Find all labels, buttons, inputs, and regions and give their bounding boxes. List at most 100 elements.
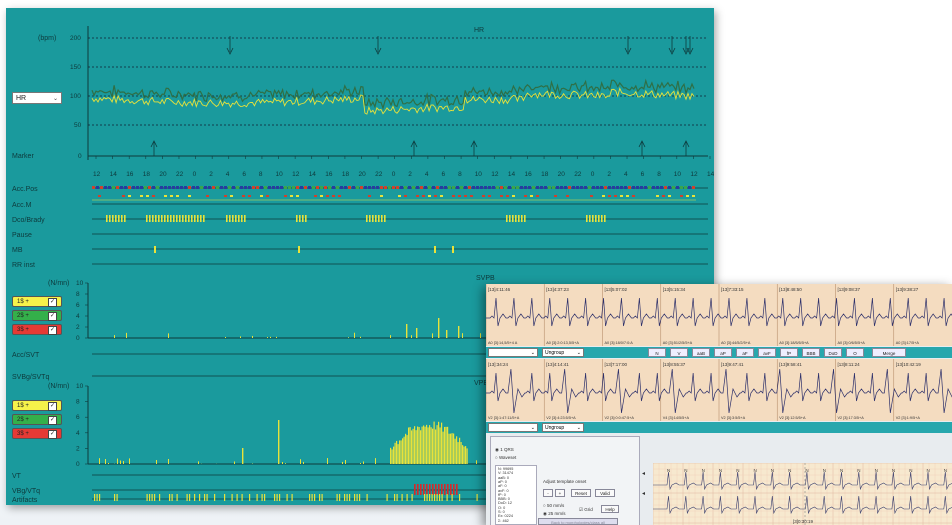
checkbox-checked-icon[interactable]: ✓ xyxy=(48,430,57,439)
vpb-bar xyxy=(403,436,405,464)
svpb-bar xyxy=(411,335,412,338)
strip-time-label: [13]8:48:50 xyxy=(779,287,802,292)
strip-lead-select[interactable]: ⌄ xyxy=(488,348,538,357)
svpb-toggle-2[interactable]: 2$ + ✓ xyxy=(12,310,62,321)
class-count-item: V: 31474 xyxy=(498,471,514,476)
vbg-vtq-mark xyxy=(423,484,425,495)
time-tick-label: 12 xyxy=(93,171,101,178)
artifact-mark xyxy=(189,494,191,501)
collapse-arrow-icon[interactable]: ◂ xyxy=(642,471,646,477)
acc-pos-segment xyxy=(552,186,555,189)
strip-beat-label: A0 [3]:18/5/5/5+A xyxy=(779,341,809,345)
acc-pos-segment xyxy=(230,195,233,197)
artifact-mark xyxy=(426,494,428,501)
speed-25-radio[interactable]: ◉ 25 mm/s xyxy=(543,511,566,516)
group-select-2[interactable]: Ungroup ⌄ xyxy=(542,423,584,432)
class-button-bbb[interactable]: BBB xyxy=(802,348,820,357)
acc-pos-segment xyxy=(320,186,323,189)
strip-beat-label: V2 [3]:17:3/5+A xyxy=(838,416,865,420)
ecg-grid-view[interactable]: N N N N N N N N N N N N N N N N N [3]0:30:19 xyxy=(653,463,952,525)
vpb-bar xyxy=(436,425,438,464)
reset-button[interactable]: Reset xyxy=(571,489,591,497)
acc-pos-segment xyxy=(620,186,623,189)
checkbox-checked-icon[interactable]: ✓ xyxy=(48,298,57,307)
grid-beat-label: N xyxy=(909,468,912,473)
class-button-v[interactable]: V xyxy=(670,348,688,357)
acc-pos-segment xyxy=(268,186,271,189)
artifact-mark xyxy=(319,494,321,501)
vpb-bar xyxy=(105,458,106,464)
svpb-toggle-1[interactable]: 1$ + ✓ xyxy=(12,296,62,307)
class-button-aab[interactable]: aaB xyxy=(692,348,710,357)
radio-waveset[interactable]: ○ Waveset xyxy=(495,455,517,460)
acc-pos-segment xyxy=(592,186,595,189)
mb-mark xyxy=(298,246,300,253)
acc-pos-segment xyxy=(676,186,679,189)
checkbox-checked-icon[interactable]: ✓ xyxy=(48,312,57,321)
marker-arrows[interactable] xyxy=(150,36,694,156)
trend-selector[interactable]: HR ⌄ xyxy=(12,92,62,104)
class-button-merge[interactable]: Merge xyxy=(872,348,906,357)
y-tick-label: 8 xyxy=(76,291,80,298)
class-button-n[interactable]: N xyxy=(648,348,666,357)
ecg-strip-vpb[interactable]: [13]:34:24 V2 [3]:1:47:11/5+A [13]4:14:41 V… xyxy=(486,359,952,421)
help-button[interactable]: Help xyxy=(601,505,619,513)
ecg-strip-vpb-canvas: [13]:34:24 V2 [3]:1:47:11/5+A [13]4:14:41 V… xyxy=(486,359,952,421)
vpb-toggle-3[interactable]: 3$ + ✓ xyxy=(12,428,62,439)
acc-pos-segment xyxy=(440,195,443,197)
marker-arrowhead-icon xyxy=(682,140,690,148)
plus-button[interactable]: + xyxy=(555,489,565,497)
vpb-toggle-2[interactable]: 2$ + ✓ xyxy=(12,414,62,425)
dco-brady-mark xyxy=(176,215,178,222)
ecg-strip-svpb[interactable]: [13]4:11:46 A0 [3]:14,5/5+4 A [13]4:37:23 A… xyxy=(486,284,952,346)
svpb-toggle-3[interactable]: 3$ + ✓ xyxy=(12,324,62,335)
strip-time-label: [13]9:08:37 xyxy=(838,287,861,292)
valid-button[interactable]: Valid xyxy=(595,489,615,497)
class-button-dod[interactable]: DoD xyxy=(824,348,842,357)
artifact-mark xyxy=(311,494,313,501)
mb-mark xyxy=(154,246,156,253)
class-button-fp[interactable]: fP xyxy=(780,348,798,357)
strip-lead-select-2[interactable]: ⌄ xyxy=(488,423,538,432)
back-to-morphologies-button[interactable]: Back to morphologies/class all xyxy=(538,518,618,525)
checkbox-checked-icon[interactable]: ✓ xyxy=(48,416,57,425)
trend-canvas: (bpm) HR 200 150 100 50 0 Marker 12 14 16 1… xyxy=(12,26,714,504)
acc-pos-segment xyxy=(660,186,663,189)
acc-pos-segment xyxy=(196,186,199,189)
y-tick-150: 150 xyxy=(70,64,81,71)
acc-pos-segment xyxy=(460,186,463,189)
acc-pos-segment xyxy=(680,195,683,197)
class-button-af[interactable]: aF xyxy=(736,348,754,357)
checkbox-checked-icon[interactable]: ✓ xyxy=(48,402,57,411)
speed-50-radio[interactable]: ○ 50 mm/s xyxy=(543,503,565,508)
dco-brady-mark xyxy=(203,215,205,222)
vpb-bar xyxy=(394,442,396,464)
group-select[interactable]: Ungroup ⌄ xyxy=(542,348,584,357)
strip-beat-label: A0 [3]:18/0/7:0:A xyxy=(605,341,634,345)
vpb-bar xyxy=(402,438,404,464)
expand-arrow-icon[interactable]: ◂ xyxy=(642,491,646,497)
class-button-avf[interactable]: avF xyxy=(758,348,776,357)
grid-checkbox[interactable]: ☑ Grid xyxy=(579,507,593,512)
minus-button[interactable]: - xyxy=(543,489,553,497)
acc-pos-segment xyxy=(100,186,103,189)
acc-pos-segment xyxy=(536,186,539,189)
radio-qrs[interactable]: ◉ 1 QRS xyxy=(495,447,514,452)
strip-beat-label: V2 [3]:1:9/5+A xyxy=(896,416,921,420)
artifact-mark xyxy=(149,494,151,501)
acc-pos-segment xyxy=(248,186,251,189)
acc-pos-segment xyxy=(220,186,223,189)
acc-pos-segment xyxy=(512,195,515,197)
y-tick-100: 100 xyxy=(70,93,81,100)
class-button-ap[interactable]: aP xyxy=(714,348,732,357)
checkbox-checked-icon[interactable]: ✓ xyxy=(48,326,57,335)
dco-brady-mark xyxy=(149,215,151,222)
acc-pos-segment xyxy=(476,186,479,189)
vpb-toggle-1[interactable]: 1$ + ✓ xyxy=(12,400,62,411)
event-rows: Acc.Pos Acc.M Dco/Brady Pause MB RR inst xyxy=(12,186,708,269)
acc-pos-segment xyxy=(296,186,299,189)
time-tick-label: 4 xyxy=(226,171,230,178)
dco-brady-mark xyxy=(375,215,377,222)
class-button-o[interactable]: O xyxy=(846,348,864,357)
artifact-mark xyxy=(336,494,338,501)
